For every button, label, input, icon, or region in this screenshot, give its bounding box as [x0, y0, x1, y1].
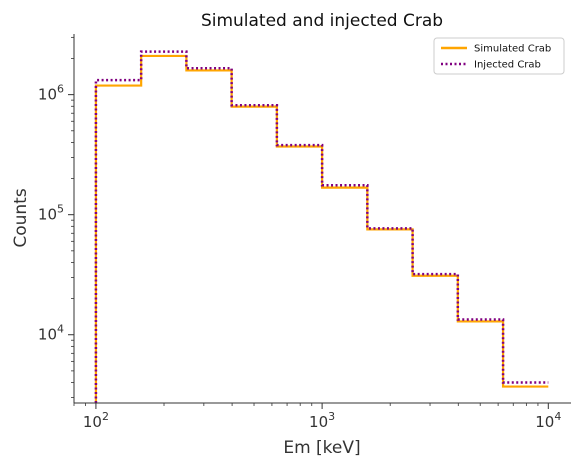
- x-tick-label: 102: [83, 410, 109, 431]
- y-tick-label: 106: [38, 83, 64, 104]
- chart-title: Simulated and injected Crab: [201, 11, 443, 31]
- legend: Simulated Crab Injected Crab: [433, 37, 565, 75]
- x-tick-label: 104: [535, 410, 561, 431]
- series-line-injected-crab: [94, 50, 549, 403]
- series-line-simulated-crab: [94, 54, 549, 403]
- y-tick-label: 104: [38, 323, 64, 344]
- plot-area: [94, 50, 549, 403]
- x-tick-label: 103: [309, 410, 335, 431]
- y-axis-title: Counts: [11, 188, 31, 247]
- legend-label-injected: Injected Crab: [474, 60, 541, 71]
- axes: 102 103 104 104 105 106: [38, 34, 571, 431]
- legend-label-simulated: Simulated Crab: [474, 44, 551, 55]
- y-tick-label: 105: [38, 203, 64, 224]
- x-axis-title: Em [keV]: [283, 438, 360, 458]
